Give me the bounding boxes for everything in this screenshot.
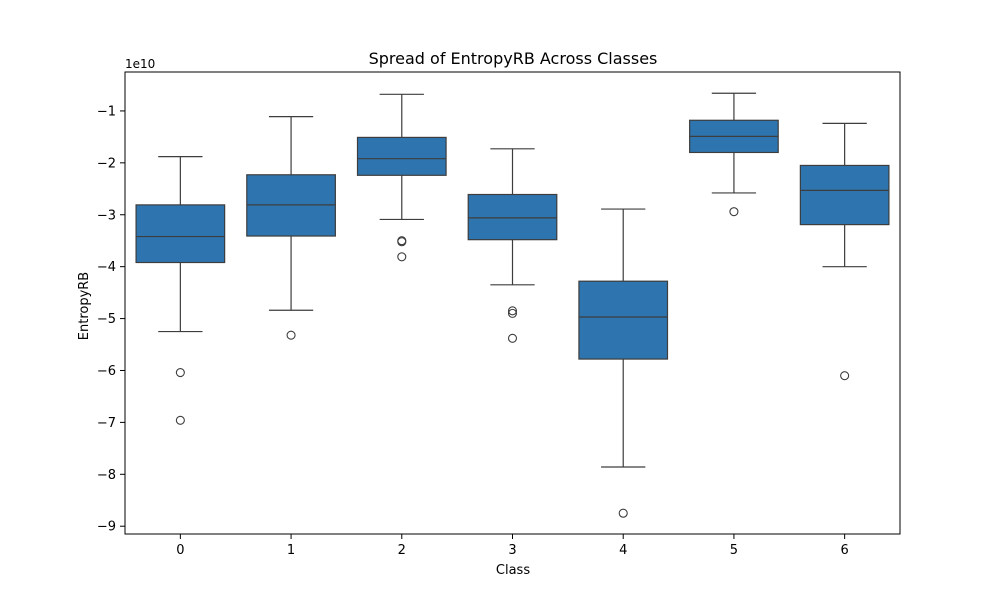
- x-tick-label: 5: [730, 543, 738, 558]
- box-iqr: [356, 136, 447, 176]
- box-iqr: [578, 280, 669, 360]
- x-tick-label: 6: [841, 543, 849, 558]
- x-tick-label: 3: [508, 543, 516, 558]
- x-axis-label: Class: [496, 563, 530, 578]
- outlier-point: [507, 308, 518, 318]
- x-tick-label: 2: [398, 543, 406, 558]
- x-tick-label: 4: [619, 543, 627, 558]
- y-tick-label: −1: [97, 104, 116, 119]
- y-axis-offset-label: 1e10: [125, 57, 155, 71]
- y-tick-label: −4: [97, 260, 116, 275]
- outlier-point: [175, 368, 185, 378]
- x-tick-label: 1: [287, 543, 295, 558]
- box-iqr: [799, 164, 890, 226]
- box-iqr: [467, 193, 558, 241]
- plot-frame: [124, 71, 901, 535]
- outlier-point: [397, 252, 407, 262]
- y-tick-label: −9: [97, 520, 116, 535]
- y-axis-label: EntropyRB: [77, 272, 92, 340]
- y-tick-label: −5: [97, 312, 116, 327]
- outlier-point: [175, 415, 185, 425]
- chart-title: Spread of EntropyRB Across Classes: [369, 49, 658, 68]
- y-tick-label: −7: [97, 416, 116, 431]
- outlier-point: [729, 207, 739, 217]
- x-tick-label: 0: [176, 543, 184, 558]
- y-tick-label: −8: [97, 468, 116, 483]
- box-iqr: [135, 204, 226, 264]
- outlier-point: [286, 330, 296, 340]
- outlier-point: [397, 237, 407, 247]
- outlier-point: [507, 333, 518, 343]
- plot-marks: −9 −8 −7 −6 −5 −4 −3 −2 −1 0 1 2 3 4 5 6: [97, 92, 890, 558]
- y-tick-label: −6: [97, 364, 116, 379]
- outlier-point: [840, 371, 850, 381]
- y-tick-label: −2: [97, 156, 116, 171]
- outlier-point: [507, 306, 518, 316]
- outlier-point: [618, 508, 628, 518]
- y-tick-label: −3: [97, 208, 116, 223]
